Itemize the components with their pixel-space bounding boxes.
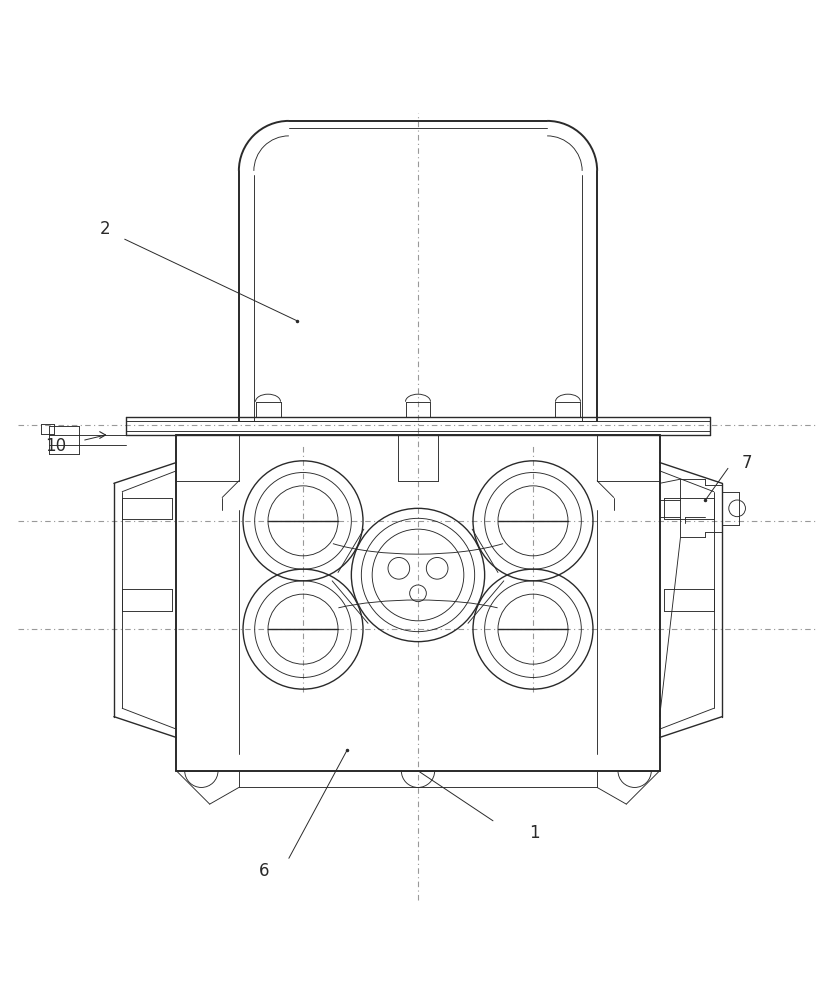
Text: 1: 1 [529, 824, 540, 842]
Text: 2: 2 [100, 220, 111, 238]
Text: 10: 10 [45, 437, 66, 455]
Text: 6: 6 [258, 862, 269, 880]
Text: 7: 7 [742, 454, 752, 472]
